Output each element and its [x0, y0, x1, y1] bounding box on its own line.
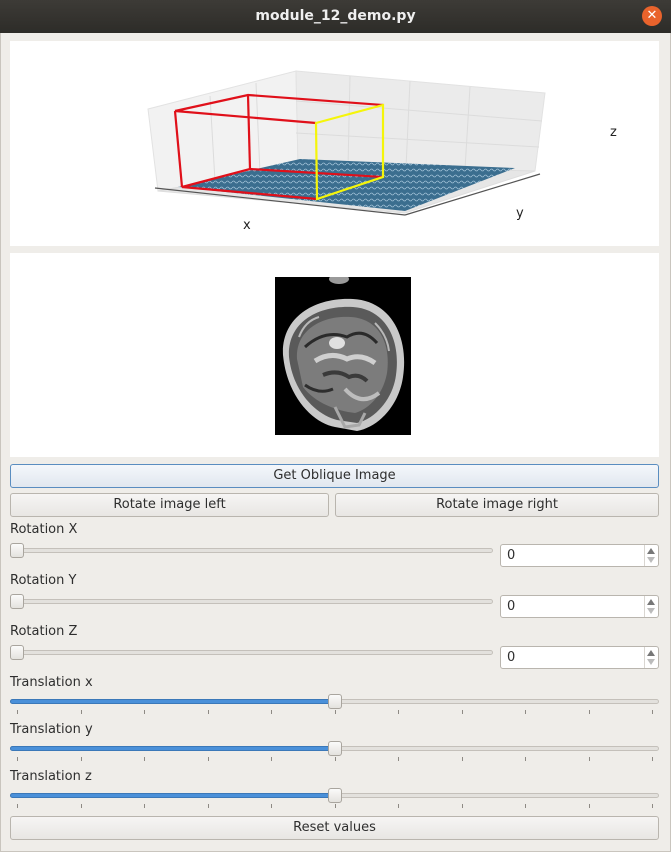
slider-tick	[398, 757, 399, 761]
slider-tick	[652, 710, 653, 714]
slider-tick	[207, 757, 209, 761]
slider-tick	[334, 757, 336, 761]
brain-mri-image	[275, 277, 411, 435]
rotation-x-value: 0	[507, 548, 516, 563]
rotation-x-spinbox[interactable]: 0	[500, 544, 659, 567]
rotation-y-spinbox[interactable]: 0	[500, 595, 659, 618]
rotation-y-label: Rotation Y	[10, 573, 77, 588]
spin-up-icon[interactable]	[647, 548, 655, 554]
get-oblique-image-button[interactable]: Get Oblique Image	[10, 464, 659, 488]
slider-tick	[80, 804, 82, 808]
slider-tick	[80, 710, 82, 714]
slider-handle[interactable]	[327, 788, 342, 803]
slider-tick	[207, 804, 209, 808]
slider-tick	[652, 804, 653, 808]
slider-handle[interactable]	[10, 543, 24, 558]
spin-arrows[interactable]	[644, 647, 658, 668]
slider-tick	[652, 757, 653, 761]
translation-y-slider[interactable]	[10, 741, 659, 761]
grid-lines	[209, 75, 543, 182]
box-yellow-face	[314, 103, 385, 201]
slider-tick	[334, 804, 336, 808]
slider-tick	[334, 710, 336, 714]
spin-up-icon[interactable]	[647, 599, 655, 605]
y-axis-line	[404, 173, 541, 216]
rotation-z-slider[interactable]	[10, 645, 493, 665]
slider-tick	[144, 804, 145, 808]
rotation-y-slider[interactable]	[10, 594, 493, 614]
rotation-z-value: 0	[507, 650, 516, 665]
rotation-z-label: Rotation Z	[10, 624, 78, 639]
slider-tick	[525, 757, 526, 761]
slider-tick	[588, 710, 590, 714]
slider-tick	[144, 757, 145, 761]
3d-plot-panel: x y z	[10, 41, 659, 246]
spin-arrows[interactable]	[644, 545, 658, 566]
slider-groove	[10, 650, 493, 655]
rotation-x-slider[interactable]	[10, 543, 493, 563]
spin-down-icon[interactable]	[647, 659, 655, 665]
slider-tick	[588, 757, 590, 761]
rotate-right-button[interactable]: Rotate image right	[335, 493, 659, 517]
reset-values-button[interactable]: Reset values	[10, 816, 659, 840]
slider-groove	[10, 548, 493, 553]
slider-tick	[461, 757, 463, 761]
slider-ticks	[10, 710, 659, 714]
slider-tick	[588, 804, 590, 808]
slider-tick	[525, 804, 526, 808]
slider-tick	[17, 710, 18, 714]
slider-ticks	[10, 757, 659, 761]
spin-down-icon[interactable]	[647, 557, 655, 563]
slider-tick	[144, 710, 145, 714]
slider-tick	[271, 804, 272, 808]
title-bar: module_12_demo.py ✕	[0, 0, 671, 33]
translation-x-label: Translation x	[10, 675, 93, 690]
slider-tick	[271, 710, 272, 714]
slider-tick	[398, 710, 399, 714]
box-red	[173, 93, 384, 201]
slider-tick	[525, 710, 526, 714]
slider-fill	[10, 793, 335, 798]
slider-groove	[10, 599, 493, 604]
image-panel	[10, 253, 659, 457]
slider-tick	[271, 757, 272, 761]
x-axis-line	[154, 187, 406, 216]
slider-handle[interactable]	[10, 645, 24, 660]
slider-tick	[207, 710, 209, 714]
rotate-left-button[interactable]: Rotate image left	[10, 493, 329, 517]
translation-y-label: Translation y	[10, 722, 93, 737]
rotation-x-label: Rotation X	[10, 522, 78, 537]
spin-arrows[interactable]	[644, 596, 658, 617]
slider-handle[interactable]	[327, 694, 342, 709]
x-axis-label: x	[243, 218, 251, 233]
translation-z-slider[interactable]	[10, 788, 659, 808]
translation-z-label: Translation z	[10, 769, 92, 784]
window-title: module_12_demo.py	[255, 8, 416, 24]
slider-tick	[17, 804, 18, 808]
slider-handle[interactable]	[327, 741, 342, 756]
back-pane-right	[295, 70, 546, 172]
slider-ticks	[10, 804, 659, 808]
slider-fill	[10, 699, 335, 704]
z-axis-label: z	[610, 125, 617, 140]
slider-fill	[10, 746, 335, 751]
plane-surface	[178, 159, 515, 211]
slider-tick	[461, 710, 463, 714]
slider-tick	[80, 757, 82, 761]
translation-x-slider[interactable]	[10, 694, 659, 714]
close-icon[interactable]: ✕	[642, 6, 662, 26]
slider-tick	[17, 757, 18, 761]
slider-handle[interactable]	[10, 594, 24, 609]
spin-up-icon[interactable]	[647, 650, 655, 656]
3d-plot: x y z	[147, 70, 617, 233]
slider-tick	[398, 804, 399, 808]
rotation-z-spinbox[interactable]: 0	[500, 646, 659, 669]
rotation-y-value: 0	[507, 599, 516, 614]
spin-down-icon[interactable]	[647, 608, 655, 614]
slider-tick	[461, 804, 463, 808]
y-axis-label: y	[516, 206, 524, 221]
